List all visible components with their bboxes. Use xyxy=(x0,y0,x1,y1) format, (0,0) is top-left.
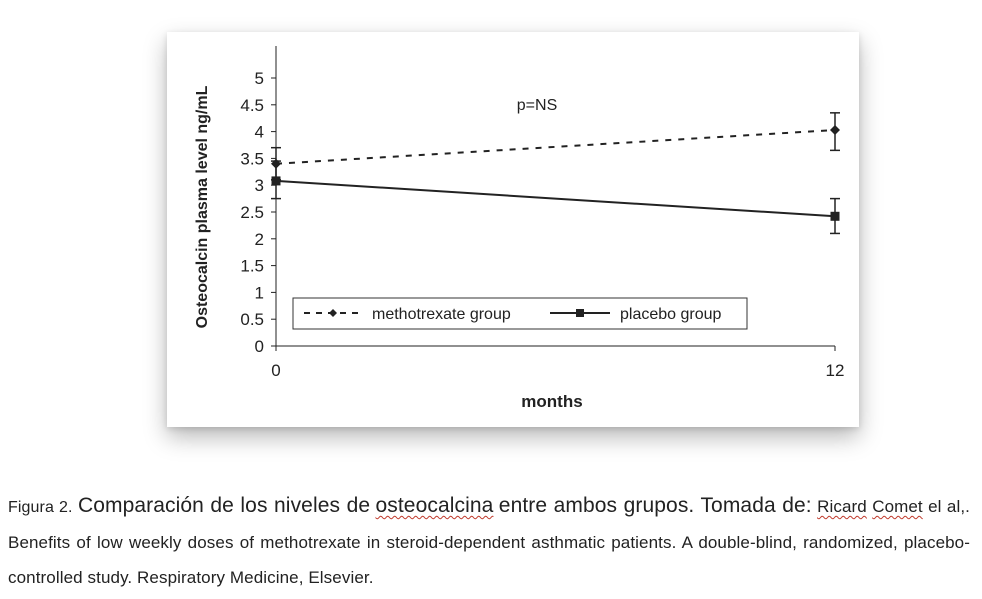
y-tick-label: 3.5 xyxy=(240,149,264,168)
p-value-annotation: p=NS xyxy=(517,97,557,114)
y-tick-label: 0 xyxy=(255,337,264,356)
y-tick-label: 0.5 xyxy=(240,310,264,329)
x-tick-label: 12 xyxy=(826,361,845,380)
legend-methotrexate-marker xyxy=(329,309,337,317)
data-point-placebo xyxy=(271,176,281,186)
legend-placebo-label: placebo group xyxy=(620,306,722,323)
figure-card: Osteocalcin plasma level ng/mL months p=… xyxy=(167,32,859,427)
legend: methotrexate group placebo group xyxy=(292,297,748,330)
legend-box xyxy=(292,297,748,330)
caption-main-pre: Comparación de los niveles de xyxy=(77,494,371,517)
x-axis-label: months xyxy=(521,392,582,411)
tick-layer: 0 0.5 1 1.5 2 2.5 3 3.5 4 4.5 5 0 12 xyxy=(240,69,844,380)
chart: Osteocalcin plasma level ng/mL months p=… xyxy=(194,46,844,411)
legend-methotrexate-label: methotrexate group xyxy=(372,306,511,323)
caption-main-word: osteocalcina xyxy=(375,494,494,517)
y-tick-label: 1.5 xyxy=(240,257,264,276)
legend-placebo-marker xyxy=(576,309,584,317)
y-tick-label: 4 xyxy=(255,123,264,142)
y-tick-label: 1 xyxy=(255,283,264,302)
y-tick-label: 3 xyxy=(255,176,264,195)
series-layer xyxy=(271,112,840,235)
caption-rest: el al,. Benefits of low weekly doses of … xyxy=(8,497,970,587)
caption-author-first: Ricard xyxy=(817,497,867,516)
x-tick-label: 0 xyxy=(271,361,280,380)
series-line-methotrexate xyxy=(275,128,836,165)
series-line-placebo xyxy=(275,179,836,218)
data-point-methotrexate xyxy=(830,124,840,135)
y-tick-label: 4.5 xyxy=(240,96,264,115)
caption-main-post: entre ambos grupos. Tomada de: xyxy=(498,494,812,517)
y-tick-label: 2 xyxy=(255,230,264,249)
figure-caption: Figura 2. Comparación de los niveles de … xyxy=(8,488,970,595)
y-tick-label: 2.5 xyxy=(240,203,264,222)
y-axis-label: Osteocalcin plasma level ng/mL xyxy=(194,85,211,328)
caption-author-last: Comet xyxy=(872,497,923,516)
data-point-placebo xyxy=(830,211,840,221)
caption-prefix: Figura 2. xyxy=(8,499,73,516)
y-tick-label: 5 xyxy=(255,69,264,88)
